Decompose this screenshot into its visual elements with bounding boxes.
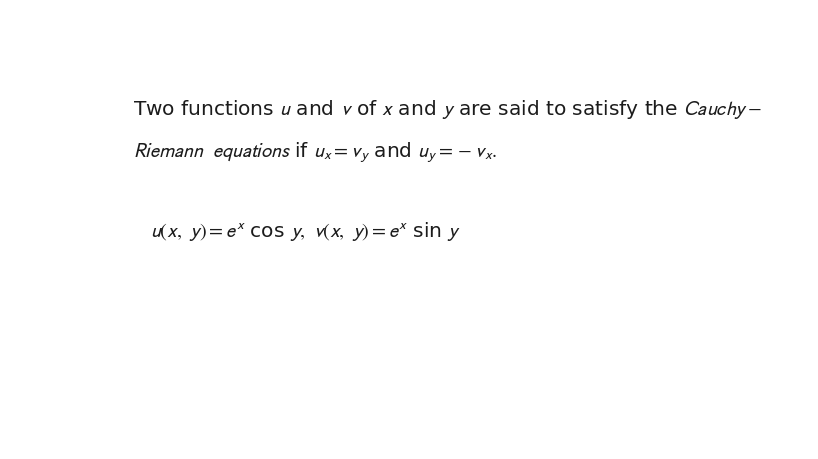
Text: Two functions $u$ and $v$ of $x$ and $y$ are said to satisfy the $\mathit{Cauchy: Two functions $u$ and $v$ of $x$ and $y$… bbox=[133, 97, 762, 120]
Text: $u(x,\ y) = e^x$ cos $y,\ v(x,\ y) = e^x$ sin $y$: $u(x,\ y) = e^x$ cos $y,\ v(x,\ y) = e^x… bbox=[150, 219, 461, 242]
Text: $\mathit{Riemann\ \ equations}$ if $u_x = v_y$ and $u_y = -v_x.$: $\mathit{Riemann\ \ equations}$ if $u_x … bbox=[133, 140, 497, 165]
